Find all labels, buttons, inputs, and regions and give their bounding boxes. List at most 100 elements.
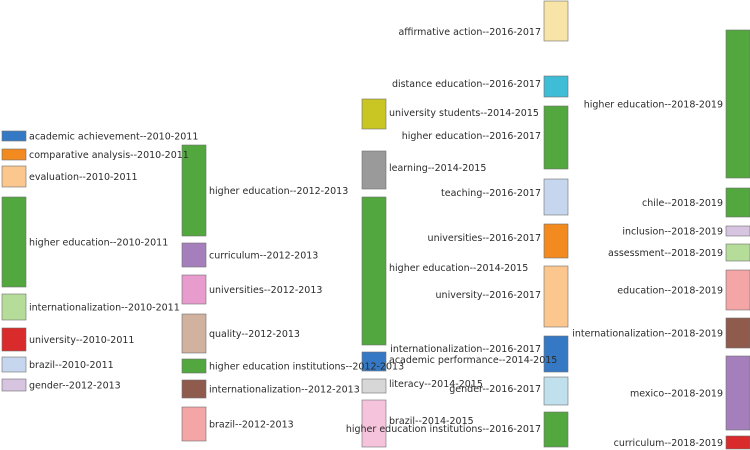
flow-link-n11-n20[interactable] xyxy=(206,334,362,419)
node-bar-n19[interactable] xyxy=(361,378,387,394)
flow-link-n23-n36[interactable] xyxy=(568,148,726,386)
node-bar-n18[interactable] xyxy=(361,351,387,372)
node-n11[interactable] xyxy=(181,313,207,354)
node-bar-n4[interactable] xyxy=(1,293,27,321)
flow-link-n4-n8[interactable] xyxy=(26,218,182,307)
node-n21[interactable] xyxy=(543,0,569,42)
node-bar-n31[interactable] xyxy=(725,187,750,218)
labels-layer: academic achievement--2010-2011 comparati… xyxy=(29,27,723,449)
node-bar-n35[interactable] xyxy=(725,317,750,349)
node-n12[interactable] xyxy=(181,358,207,374)
node-bar-n37[interactable] xyxy=(725,435,750,450)
flow-link-n5-n11[interactable] xyxy=(26,314,182,353)
node-bar-n36[interactable] xyxy=(725,355,750,431)
node-n23[interactable] xyxy=(543,105,569,170)
node-bar-n9[interactable] xyxy=(181,242,207,268)
node-bar-n10[interactable] xyxy=(181,274,207,305)
node-label-n0: academic achievement--2010-2011 xyxy=(29,132,198,143)
node-bar-n16[interactable] xyxy=(361,150,387,190)
node-n18[interactable] xyxy=(361,351,387,372)
node-bar-n8[interactable] xyxy=(181,144,207,237)
node-n33[interactable] xyxy=(725,243,750,262)
node-label-n18: academic performance--2014-2015 xyxy=(389,355,557,366)
node-n7[interactable] xyxy=(1,378,27,392)
node-n10[interactable] xyxy=(181,274,207,305)
flow-link-n8-n20[interactable] xyxy=(206,213,362,409)
node-bar-n22[interactable] xyxy=(543,75,569,98)
node-n22[interactable] xyxy=(543,75,569,98)
flow-link-n16-n22[interactable] xyxy=(386,76,544,170)
node-bar-n0[interactable] xyxy=(1,130,27,142)
node-n34[interactable] xyxy=(725,269,750,311)
node-n3[interactable] xyxy=(1,196,27,288)
flow-link-n23-n31[interactable] xyxy=(568,127,726,203)
flow-link-n3-n8[interactable] xyxy=(26,197,182,220)
flow-link-n22-n30[interactable] xyxy=(568,55,726,87)
node-n0[interactable] xyxy=(1,130,27,142)
node-bar-n29[interactable] xyxy=(543,411,569,448)
flow-link-n3-n10[interactable] xyxy=(26,242,182,304)
node-bar-n20[interactable] xyxy=(361,399,387,448)
node-bar-n1[interactable] xyxy=(1,148,27,161)
node-bar-n2[interactable] xyxy=(1,165,27,188)
node-bar-n34[interactable] xyxy=(725,269,750,311)
node-bar-n13[interactable] xyxy=(181,379,207,399)
node-n6[interactable] xyxy=(1,356,27,373)
node-n19[interactable] xyxy=(361,378,387,394)
node-n20[interactable] xyxy=(361,399,387,448)
node-n27[interactable] xyxy=(543,335,569,373)
node-bar-n14[interactable] xyxy=(181,406,207,442)
node-n32[interactable] xyxy=(725,225,750,237)
node-n13[interactable] xyxy=(181,379,207,399)
node-bar-n3[interactable] xyxy=(1,196,27,288)
node-bar-n24[interactable] xyxy=(543,178,569,216)
node-n24[interactable] xyxy=(543,178,569,216)
node-n28[interactable] xyxy=(543,376,569,406)
node-n5[interactable] xyxy=(1,327,27,352)
node-bar-n17[interactable] xyxy=(361,196,387,346)
flow-link-n17-n29[interactable] xyxy=(386,315,544,429)
node-bar-n23[interactable] xyxy=(543,105,569,170)
node-bar-n6[interactable] xyxy=(1,356,27,373)
node-bar-n25[interactable] xyxy=(543,223,569,259)
flow-link-n3-n12[interactable] xyxy=(26,265,182,374)
node-n36[interactable] xyxy=(725,355,750,431)
node-bar-n11[interactable] xyxy=(181,313,207,354)
node-n14[interactable] xyxy=(181,406,207,442)
node-n26[interactable] xyxy=(543,265,569,328)
node-label-n4: internationalization--2010-2011 xyxy=(29,303,180,314)
node-n15[interactable] xyxy=(361,98,387,130)
flow-link-n8-n16[interactable] xyxy=(206,151,362,191)
node-bar-n28[interactable] xyxy=(543,376,569,406)
node-bar-n21[interactable] xyxy=(543,0,569,42)
node-bar-n32[interactable] xyxy=(725,225,750,237)
node-n31[interactable] xyxy=(725,187,750,218)
node-bar-n26[interactable] xyxy=(543,265,569,328)
node-bar-n7[interactable] xyxy=(1,378,27,392)
node-bar-n27[interactable] xyxy=(543,335,569,373)
node-n35[interactable] xyxy=(725,317,750,349)
node-n4[interactable] xyxy=(1,293,27,321)
node-n16[interactable] xyxy=(361,150,387,190)
node-bar-n33[interactable] xyxy=(725,243,750,262)
flow-link-n8-n17[interactable] xyxy=(206,191,362,235)
flow-link-n25-n30[interactable] xyxy=(568,104,726,241)
flow-link-n29-n35[interactable] xyxy=(568,333,726,435)
node-n2[interactable] xyxy=(1,165,27,188)
node-n1[interactable] xyxy=(1,148,27,161)
flow-link-n8-n15[interactable] xyxy=(206,99,362,168)
node-n9[interactable] xyxy=(181,242,207,268)
flow-link-n10-n19[interactable] xyxy=(206,290,362,394)
flow-link-n21-n34[interactable] xyxy=(568,14,726,283)
flow-link-n21-n30[interactable] xyxy=(568,1,726,55)
node-bar-n30[interactable] xyxy=(725,29,750,179)
node-n30[interactable] xyxy=(725,29,750,179)
node-n8[interactable] xyxy=(181,144,207,237)
node-n25[interactable] xyxy=(543,223,569,259)
node-bar-n15[interactable] xyxy=(361,98,387,130)
node-bar-n12[interactable] xyxy=(181,358,207,374)
node-n37[interactable] xyxy=(725,435,750,450)
node-bar-n5[interactable] xyxy=(1,327,27,352)
node-n17[interactable] xyxy=(361,196,387,346)
node-n29[interactable] xyxy=(543,411,569,448)
